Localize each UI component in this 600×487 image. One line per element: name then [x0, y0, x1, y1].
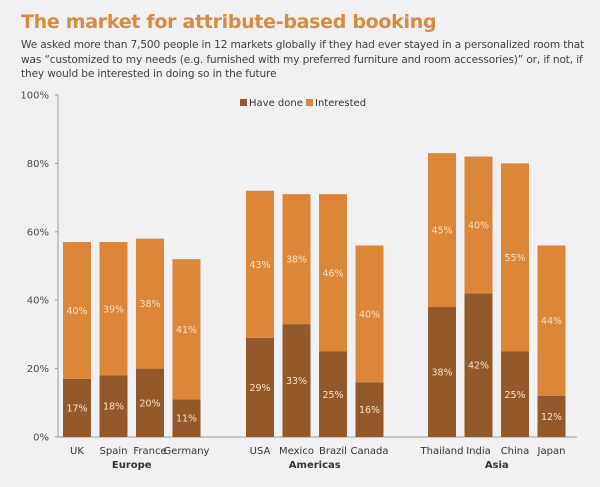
- bar-have-done: [319, 351, 347, 437]
- bar-interested: [246, 190, 274, 338]
- x-tick-label: UK: [70, 446, 84, 457]
- data-label-interested: 55%: [504, 253, 525, 264]
- data-label-interested: 40%: [66, 306, 87, 317]
- bar-have-done: [172, 399, 201, 437]
- x-tick-label: Spain: [100, 446, 128, 457]
- bar-have-done: [246, 337, 274, 437]
- data-label-have-done: 16%: [359, 405, 380, 416]
- bar-interested: [537, 245, 566, 396]
- data-label-interested: 45%: [431, 226, 452, 237]
- data-label-have-done: 20%: [139, 398, 160, 409]
- bar-interested: [464, 156, 493, 294]
- y-tick-label: 80%: [27, 159, 49, 170]
- data-label-have-done: 12%: [541, 412, 562, 423]
- data-label-interested: 39%: [103, 304, 124, 315]
- bar-have-done: [63, 378, 91, 437]
- data-label-interested: 38%: [286, 255, 307, 266]
- data-label-have-done: 25%: [322, 390, 343, 401]
- group-label: Asia: [485, 460, 509, 471]
- legend-swatch-have-done: [240, 99, 247, 106]
- x-tick-label: China: [501, 446, 530, 457]
- bar-interested: [172, 259, 201, 400]
- bar-interested: [501, 163, 529, 352]
- x-tick-label: Thailand: [420, 446, 464, 457]
- bar-interested: [99, 242, 128, 376]
- bar-have-done: [99, 375, 128, 437]
- x-tick-label: Brazil: [319, 446, 347, 457]
- data-label-interested: 41%: [176, 325, 197, 336]
- bar-have-done: [355, 382, 384, 437]
- data-label-have-done: 17%: [66, 403, 87, 414]
- bar-have-done: [136, 368, 164, 437]
- bar-have-done: [428, 307, 456, 437]
- data-label-interested: 43%: [249, 260, 270, 271]
- chart-subtitle: We asked more than 7,500 people in 12 ma…: [21, 39, 585, 80]
- data-label-have-done: 11%: [176, 414, 197, 425]
- data-label-have-done: 29%: [249, 383, 270, 394]
- x-tick-label: France: [133, 446, 166, 457]
- bar-have-done: [501, 351, 529, 437]
- bar-interested: [136, 238, 164, 369]
- legend-swatch-interested: [306, 99, 313, 106]
- y-tick-label: 40%: [27, 296, 49, 307]
- y-tick-label: 20%: [27, 364, 49, 375]
- data-label-have-done: 18%: [103, 402, 124, 413]
- bar-have-done: [537, 395, 566, 437]
- bar-interested: [63, 242, 91, 379]
- data-label-interested: 44%: [541, 316, 562, 327]
- data-label-have-done: 33%: [286, 376, 307, 387]
- bar-interested: [428, 153, 456, 308]
- group-label: Americas: [289, 460, 341, 471]
- x-tick-label: USA: [250, 446, 271, 457]
- group-label: Europe: [112, 460, 152, 471]
- bar-interested: [355, 245, 384, 383]
- data-label-have-done: 25%: [504, 390, 525, 401]
- data-label-interested: 46%: [322, 268, 343, 279]
- data-label-have-done: 38%: [431, 368, 452, 379]
- data-label-have-done: 42%: [468, 361, 489, 372]
- legend-label-have-done: Have done: [249, 98, 303, 109]
- x-tick-label: Japan: [537, 446, 566, 457]
- x-tick-label: India: [466, 446, 491, 457]
- legend-label-interested: Interested: [315, 98, 366, 109]
- x-tick-label: Canada: [350, 446, 388, 457]
- bar-interested: [319, 194, 347, 352]
- y-tick-label: 0%: [33, 433, 49, 444]
- x-tick-label: Germany: [164, 446, 210, 457]
- x-tick-label: Mexico: [279, 446, 314, 457]
- chart-title: The market for attribute-based booking: [21, 11, 437, 33]
- y-tick-label: 100%: [20, 91, 49, 102]
- data-label-interested: 40%: [468, 220, 489, 231]
- bar-have-done: [464, 293, 493, 437]
- data-label-interested: 38%: [139, 299, 160, 310]
- bar-have-done: [282, 324, 311, 437]
- data-label-interested: 40%: [359, 309, 380, 320]
- bar-interested: [282, 194, 311, 325]
- y-tick-label: 60%: [27, 227, 49, 238]
